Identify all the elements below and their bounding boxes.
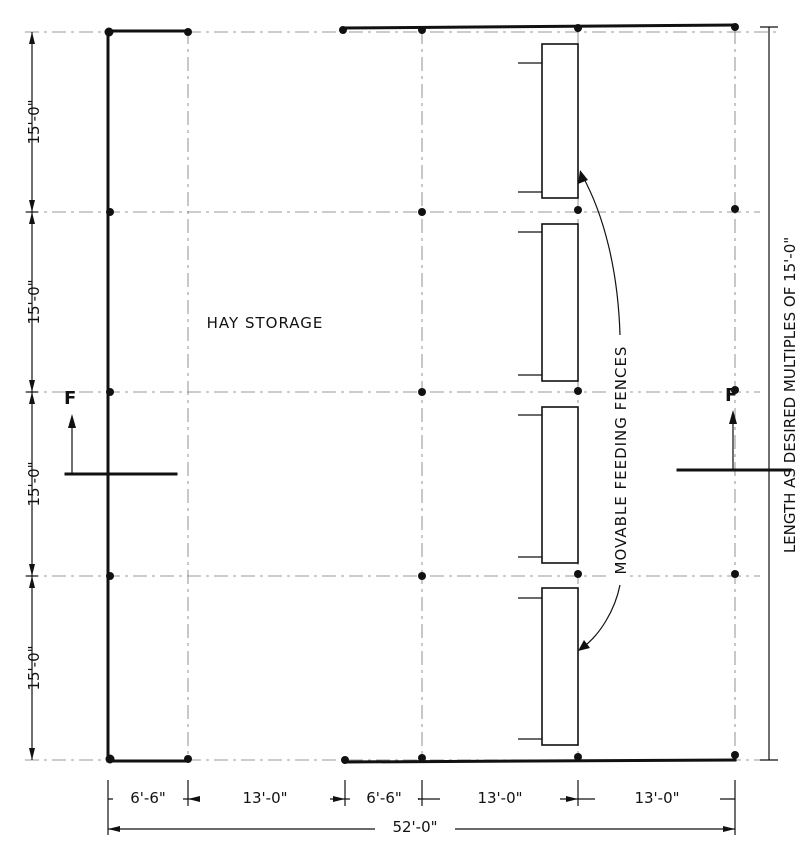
walls — [106, 23, 737, 764]
overall-width-dim: 52'-0" — [392, 818, 437, 836]
section-mark-left — [64, 414, 178, 476]
width-dim-4: 13'-0" — [477, 789, 522, 807]
feeding-fence-2 — [541, 223, 579, 382]
section-letter-right: F — [725, 385, 737, 406]
feeding-fence-1 — [541, 43, 579, 199]
bay-dim-3: 15'-0" — [25, 461, 43, 506]
grid-lines — [25, 30, 780, 761]
fence-leaders — [578, 170, 621, 651]
feeding-fence-3 — [541, 406, 579, 564]
width-dim-3: 6'-6" — [366, 789, 402, 807]
length-label: LENGTH AS DESIRED MULTIPLES OF 15'-0" — [781, 237, 799, 553]
length-dimension-line — [760, 26, 778, 761]
section-letter-left: F — [64, 388, 76, 409]
feeding-fences — [518, 43, 579, 746]
bay-dimension-line — [26, 32, 38, 760]
feeding-fence-4 — [541, 587, 579, 746]
width-dim-1: 6'-6" — [130, 789, 166, 807]
width-dim-5: 13'-0" — [634, 789, 679, 807]
section-mark-right — [676, 410, 792, 472]
posts — [104, 23, 739, 764]
bay-dim-4: 15'-0" — [25, 645, 43, 690]
bay-dim-1: 15'-0" — [25, 99, 43, 144]
feeding-fence-label: MOVABLE FEEDING FENCES — [612, 346, 630, 575]
width-dim-2: 13'-0" — [242, 789, 287, 807]
hay-storage-label: HAY STORAGE — [207, 314, 324, 332]
bay-dim-2: 15'-0" — [25, 279, 43, 324]
